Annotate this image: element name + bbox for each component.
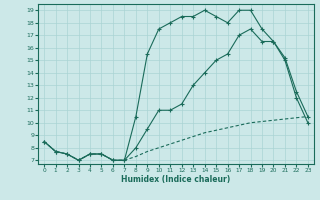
X-axis label: Humidex (Indice chaleur): Humidex (Indice chaleur) (121, 175, 231, 184)
